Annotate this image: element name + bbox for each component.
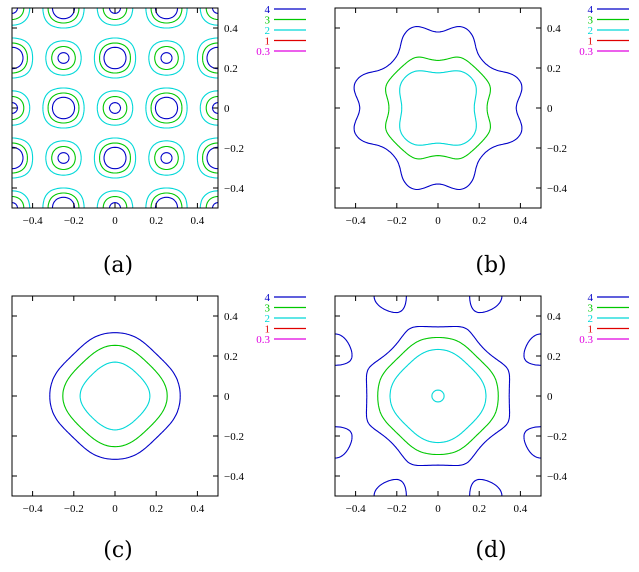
y-tick-label: 0: [224, 103, 230, 115]
contour-level-4: [49, 332, 181, 460]
x-tick-label: −0.2: [64, 215, 84, 227]
x-tick-label: −0.2: [387, 503, 407, 515]
legend-label: 1: [265, 36, 271, 48]
legend-label: 3: [265, 303, 271, 315]
contour-lines: [353, 25, 523, 191]
x-tick-label: 0: [435, 503, 441, 515]
legend-label: 4: [265, 292, 271, 304]
contour-level-4: [335, 296, 541, 496]
legend-label: 2: [265, 313, 271, 325]
x-tick-label: 0.2: [149, 215, 163, 227]
x-tick-label: 0.4: [191, 215, 205, 227]
contour-level-2: [12, 8, 218, 208]
legend-label: 1: [265, 324, 271, 336]
x-tick-label: 0.2: [472, 215, 486, 227]
x-tick-label: 0.4: [514, 215, 528, 227]
panel-caption: (c): [103, 538, 133, 563]
y-tick-label: 0.2: [224, 351, 238, 363]
legend-label: 4: [588, 292, 594, 304]
y-tick-label: 0.4: [224, 23, 238, 35]
contour-level-3: [62, 344, 168, 448]
legend-label: 3: [588, 303, 594, 315]
x-tick-label: 0.2: [472, 503, 486, 515]
x-tick-label: 0.4: [191, 503, 205, 515]
y-tick-label: −0.4: [224, 183, 244, 195]
panel-caption: (d): [475, 538, 506, 563]
contour-level-3: [385, 56, 491, 160]
contour-level-3: [12, 8, 218, 208]
y-tick-label: −0.2: [547, 431, 567, 443]
x-tick-label: 0: [112, 215, 118, 227]
contour-lines: [12, 8, 218, 208]
y-tick-label: 0.4: [547, 23, 561, 35]
y-tick-label: 0: [547, 103, 553, 115]
x-tick-label: −0.2: [387, 215, 407, 227]
legend-label: 2: [588, 25, 594, 37]
contour-level-2: [399, 70, 477, 146]
legend-label: 3: [588, 15, 594, 27]
legend-label: 2: [588, 313, 594, 325]
contour-level-2: [79, 361, 151, 431]
y-tick-label: −0.2: [224, 431, 244, 443]
plot-frame: [334, 7, 542, 209]
y-tick-label: 0.2: [547, 63, 561, 75]
y-tick-label: −0.4: [547, 471, 567, 483]
legend-label: 0.3: [579, 46, 593, 58]
y-tick-label: 0: [547, 391, 553, 403]
panel-caption: (b): [475, 253, 506, 278]
y-tick-label: 0.4: [224, 311, 238, 323]
y-tick-label: −0.4: [224, 471, 244, 483]
contour-lines: [49, 332, 181, 460]
legend-label: 1: [588, 36, 594, 48]
legend-label: 1: [588, 324, 594, 336]
legend-label: 3: [265, 15, 271, 27]
x-tick-label: 0: [112, 503, 118, 515]
legend-label: 0.3: [579, 334, 593, 346]
plot-frame: [11, 295, 219, 497]
y-tick-label: 0: [224, 391, 230, 403]
legend-label: 2: [265, 25, 271, 37]
x-tick-label: −0.4: [23, 215, 43, 227]
x-tick-label: −0.4: [346, 503, 366, 515]
contour-level-3: [377, 336, 499, 456]
y-tick-label: 0.2: [547, 351, 561, 363]
x-tick-label: 0.2: [149, 503, 163, 515]
x-tick-label: −0.4: [346, 215, 366, 227]
contour-level-2: [389, 348, 487, 444]
legend-label: 4: [265, 4, 271, 16]
contour-level-4: [353, 25, 523, 191]
legend-label: 0.3: [256, 334, 270, 346]
y-tick-label: −0.2: [224, 143, 244, 155]
legend-label: 4: [588, 4, 594, 16]
y-tick-label: 0.4: [547, 311, 561, 323]
x-tick-label: 0: [435, 215, 441, 227]
y-tick-label: 0.2: [224, 63, 238, 75]
contour-level-4: [12, 8, 218, 208]
panel-caption: (a): [103, 253, 133, 278]
x-tick-label: −0.4: [23, 503, 43, 515]
plot-frame: [334, 295, 542, 497]
legend-label: 0.3: [256, 46, 270, 58]
x-tick-label: 0.4: [514, 503, 528, 515]
contour-lines: [335, 296, 541, 496]
x-tick-label: −0.2: [64, 503, 84, 515]
y-tick-label: −0.4: [547, 183, 567, 195]
y-tick-label: −0.2: [547, 143, 567, 155]
